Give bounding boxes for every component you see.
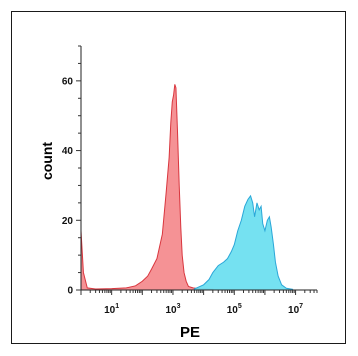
x-tick-label: 103: [165, 303, 180, 316]
histogram-area-1: [80, 84, 214, 291]
x-tick-label: 107: [288, 303, 303, 316]
x-axis-title: PE: [180, 324, 200, 341]
y-tick-label: 0: [67, 286, 73, 297]
axes: [80, 46, 317, 291]
y-ticks: 0 20 40 60: [62, 45, 81, 297]
y-tick-label: 60: [62, 76, 74, 87]
x-tick-label: 105: [227, 303, 242, 316]
histogram-areas: [80, 84, 294, 291]
y-tick-label: 20: [62, 216, 74, 227]
x-ticks: 101 103 105 107: [80, 290, 318, 316]
y-axis-title: count: [39, 142, 55, 180]
x-tick-label: 101: [104, 303, 119, 316]
histogram-area-2: [193, 194, 294, 291]
y-tick-label: 40: [62, 146, 74, 157]
